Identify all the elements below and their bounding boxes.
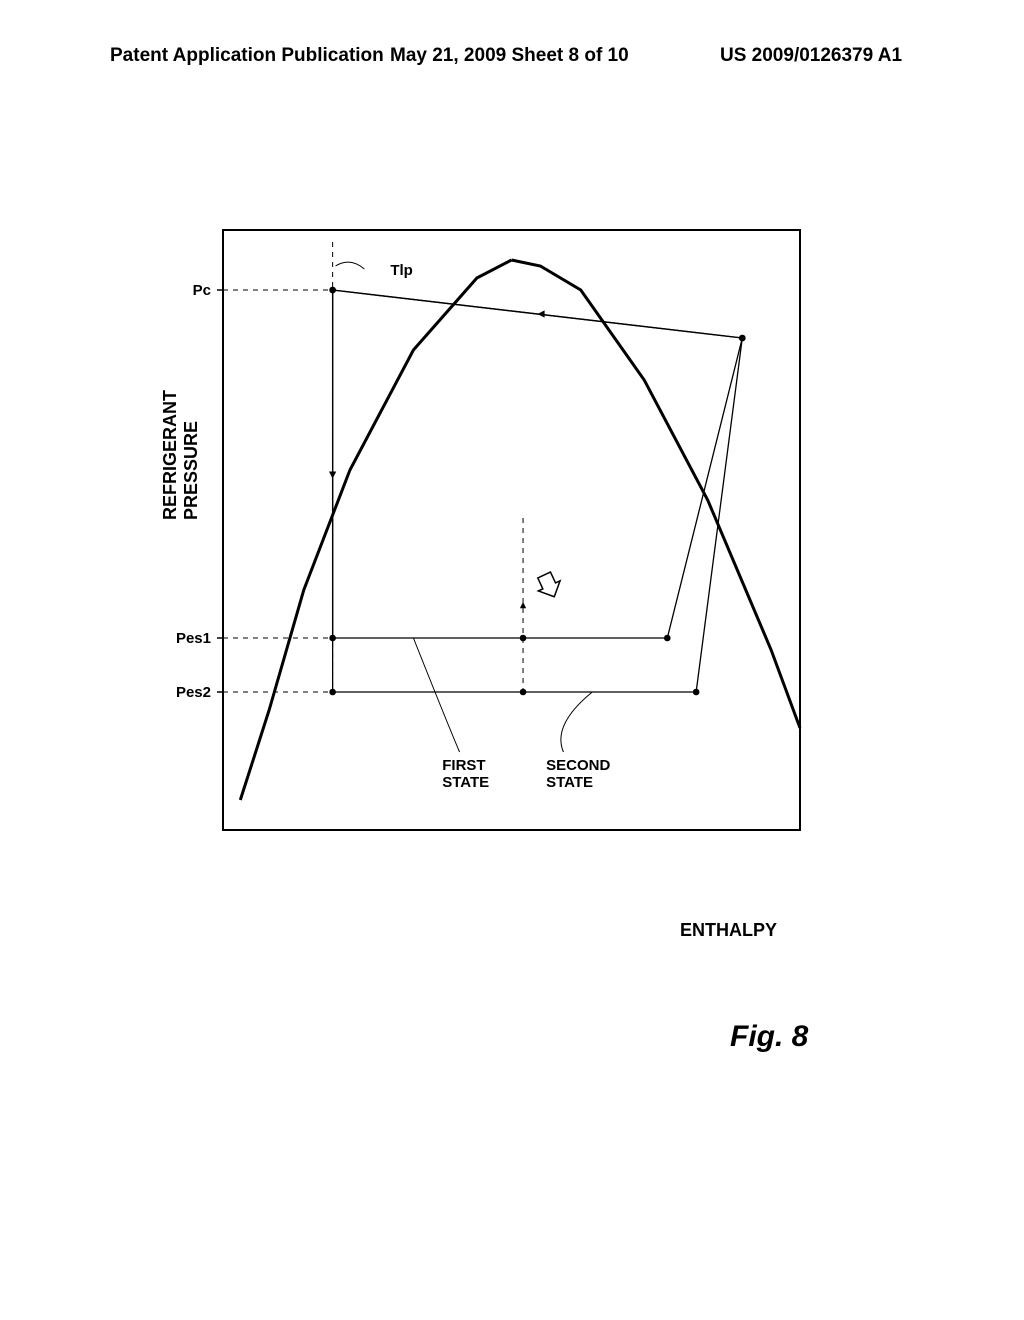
svg-text:Pes1: Pes1 (176, 630, 211, 647)
svg-text:Pc: Pc (193, 282, 211, 299)
svg-text:STATE: STATE (546, 774, 593, 791)
figure-number-label: Fig. 8 (730, 1020, 808, 1054)
svg-text:FIRST: FIRST (442, 757, 485, 774)
svg-text:SECOND: SECOND (546, 757, 610, 774)
x-axis-label: ENTHALPY (680, 920, 777, 941)
header-center-text: May 21, 2009 Sheet 8 of 10 (390, 45, 629, 67)
header-left-text: Patent Application Publication (110, 45, 384, 67)
svg-text:STATE: STATE (442, 774, 489, 791)
svg-text:Tlp: Tlp (390, 262, 413, 279)
ph-diagram: PcPes1Pes2TlpFIRSTSTATESECONDSTATE (120, 170, 880, 890)
svg-text:Pes2: Pes2 (176, 684, 211, 701)
y-axis-label: REFRIGERANTPRESSURE (160, 390, 202, 520)
figure-container: PcPes1Pes2TlpFIRSTSTATESECONDSTATE ENTHA… (120, 170, 880, 1090)
header-right-text: US 2009/0126379 A1 (720, 45, 902, 67)
